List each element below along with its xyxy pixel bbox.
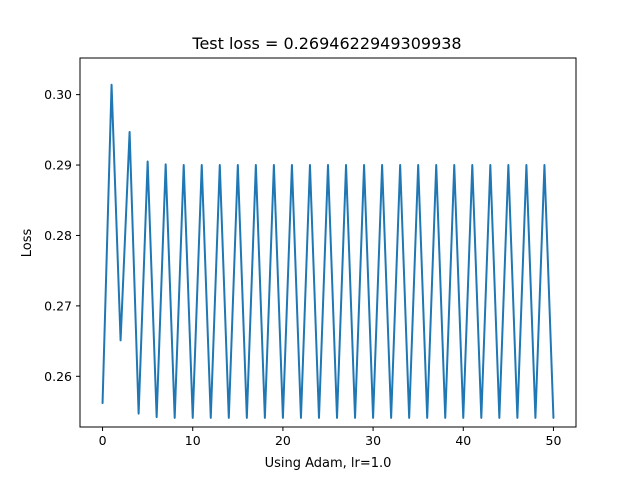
- y-tick-label: 0.26: [44, 369, 72, 384]
- y-tick-label: 0.29: [44, 158, 72, 173]
- plot-frame: [79, 57, 577, 428]
- y-tick-label: 0.30: [44, 87, 72, 102]
- x-tick-label: 50: [546, 433, 562, 448]
- x-axis: 0 10 20 30 40 50: [99, 427, 562, 448]
- x-tick-label: 30: [365, 433, 381, 448]
- y-axis-label: Loss: [20, 229, 35, 258]
- x-axis-label: Using Adam, lr=1.0: [265, 456, 392, 471]
- x-tick-label: 0: [99, 433, 107, 448]
- x-tick-label: 20: [275, 433, 291, 448]
- series-line-0: [101, 83, 555, 419]
- x-tick-label: 40: [455, 433, 471, 448]
- series-layer: [101, 83, 555, 419]
- y-axis: 0.26 0.27 0.28 0.29 0.30: [44, 87, 80, 384]
- y-tick-label: 0.27: [44, 298, 72, 313]
- chart-title: Test loss = 0.2694622949309938: [191, 34, 461, 53]
- y-tick-label: 0.28: [44, 228, 72, 243]
- x-tick-label: 10: [185, 433, 201, 448]
